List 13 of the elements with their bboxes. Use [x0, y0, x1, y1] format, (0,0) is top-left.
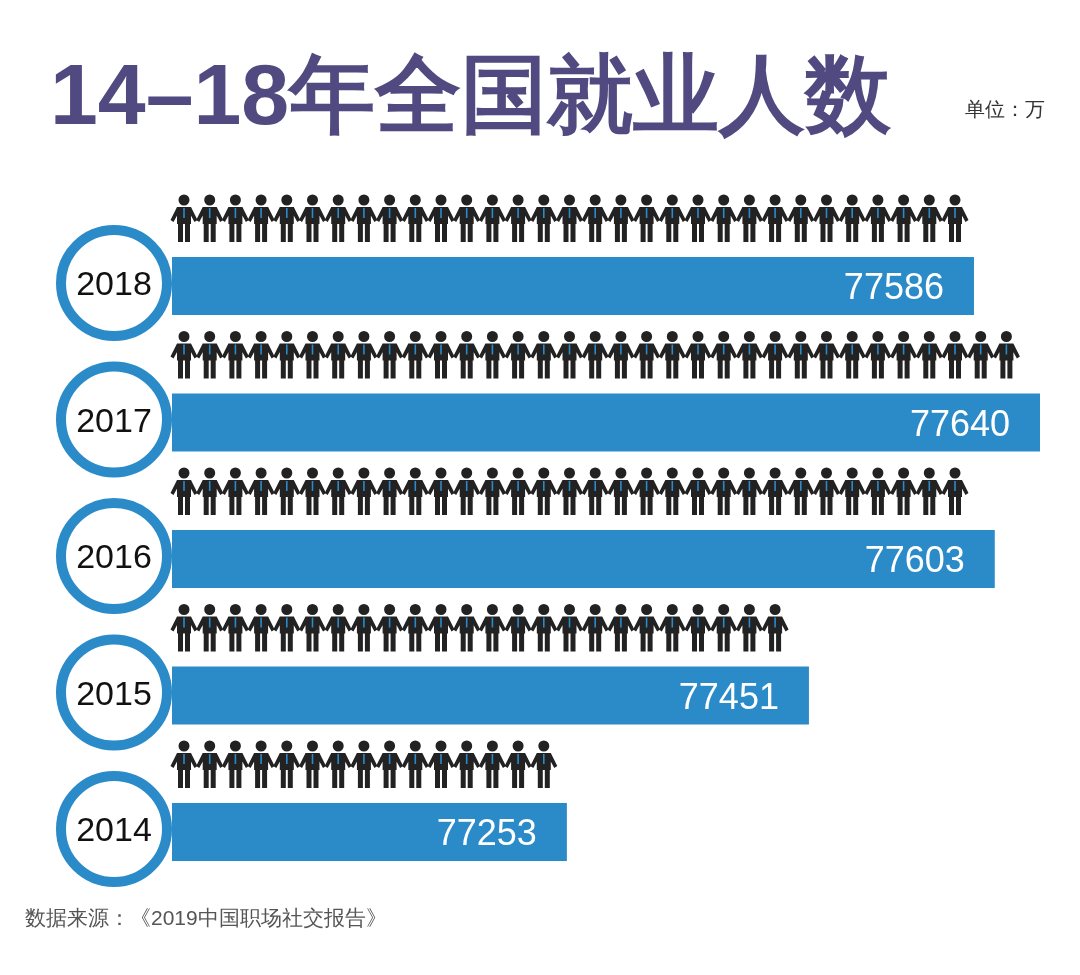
y-tick-label: 2017: [76, 400, 152, 439]
source-note: 数据来源：《2019中国职场社交报告》: [25, 906, 387, 929]
chart-subtitle: 单位：万: [965, 98, 1045, 120]
y-tick-label: 2015: [76, 673, 152, 712]
y-tick-label: 2018: [76, 264, 152, 302]
data-label: 77586: [843, 266, 944, 307]
data-label: 77640: [909, 402, 1010, 444]
data-label: 77253: [436, 812, 537, 853]
y-tick-label: 2014: [76, 810, 152, 848]
y-tick-label: 2016: [76, 537, 152, 575]
chart-title: 14–18年全国就业人数: [50, 46, 893, 142]
data-label: 77603: [864, 539, 965, 580]
data-label: 77451: [678, 675, 779, 717]
